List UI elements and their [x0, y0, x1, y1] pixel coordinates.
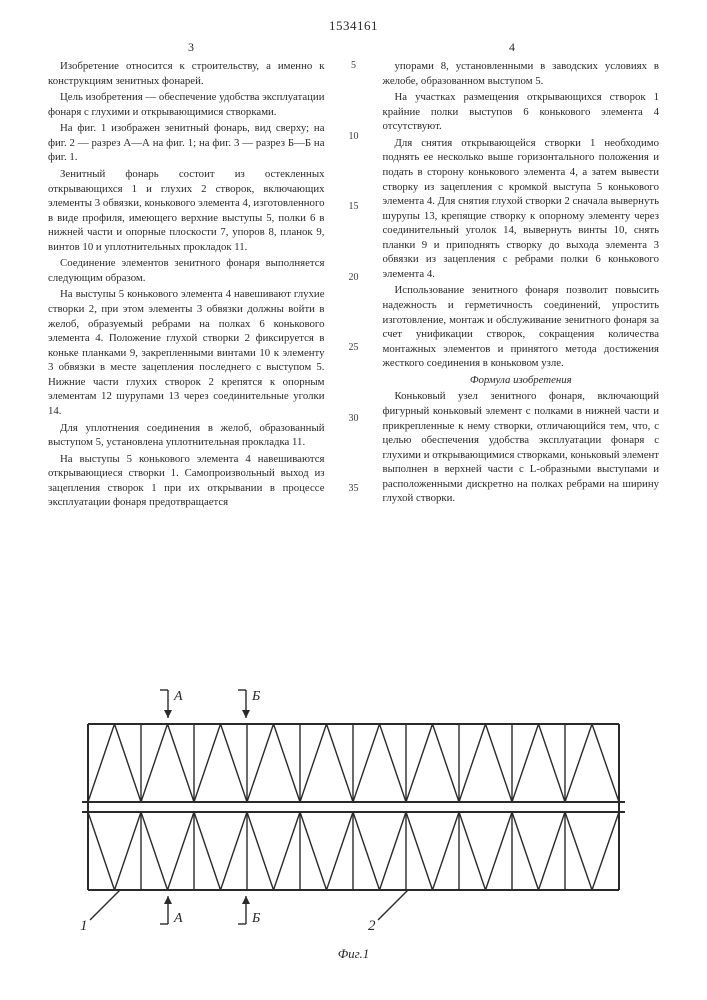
paragraph: На выступы 5 конькового элемента 4 навеш…	[48, 287, 325, 418]
figure-svg: А А Б Б 1 2	[48, 662, 659, 942]
page: 1534161 3 4 Изобретение относится к стро…	[0, 0, 707, 1000]
line-number: 20	[349, 271, 359, 285]
paragraph: Для уплотнения соединения в желоб, образ…	[48, 421, 325, 450]
line-number: 30	[349, 412, 359, 426]
line-number: 25	[349, 341, 359, 355]
line-number: 5	[351, 59, 356, 73]
right-column: упорами 8, установленными в заводских ус…	[383, 59, 660, 553]
svg-text:Б: Б	[251, 689, 260, 704]
paragraph: Соединение элементов зенитного фонаря вы…	[48, 256, 325, 285]
svg-text:Б: Б	[251, 911, 260, 926]
paragraph: Коньковый узел зенитного фонаря, включаю…	[383, 389, 660, 506]
paragraph: На участках размещения открывающихся ств…	[383, 90, 660, 134]
paragraph: Цель изобретения — обеспечение удобства …	[48, 90, 325, 119]
svg-text:1: 1	[80, 918, 88, 934]
paragraph: Зенитный фонарь состоит из остекленных о…	[48, 167, 325, 254]
svg-text:А: А	[173, 689, 183, 704]
patent-number: 1534161	[48, 18, 659, 34]
paragraph: Использование зенитного фонаря позволит …	[383, 283, 660, 370]
text-columns: Изобретение относится к строительству, а…	[48, 59, 659, 553]
line-number: 35	[349, 482, 359, 496]
formula-title: Формула изобретения	[383, 373, 660, 388]
svg-text:2: 2	[368, 918, 376, 934]
line-number: 10	[349, 130, 359, 144]
paragraph: На выступы 5 конькового элемента 4 навеш…	[48, 452, 325, 510]
paragraph: упорами 8, установленными в заводских ус…	[383, 59, 660, 88]
paragraph: Изобретение относится к строительству, а…	[48, 59, 325, 88]
paragraph: Для снятия открывающейся створки 1 необх…	[383, 136, 660, 282]
right-col-number: 4	[509, 40, 515, 55]
paragraph: На фиг. 1 изображен зенитный фонарь, вид…	[48, 121, 325, 165]
line-number-gutter: 5 10 15 20 25 30 35	[347, 59, 361, 553]
column-page-numbers: 3 4	[48, 40, 659, 55]
svg-text:А: А	[173, 911, 183, 926]
figure-caption: Фиг.1	[48, 946, 659, 962]
left-col-number: 3	[188, 40, 194, 55]
left-column: Изобретение относится к строительству, а…	[48, 59, 325, 553]
line-number: 15	[349, 200, 359, 214]
figure-1: А А Б Б 1 2 Фиг.1	[48, 662, 659, 962]
